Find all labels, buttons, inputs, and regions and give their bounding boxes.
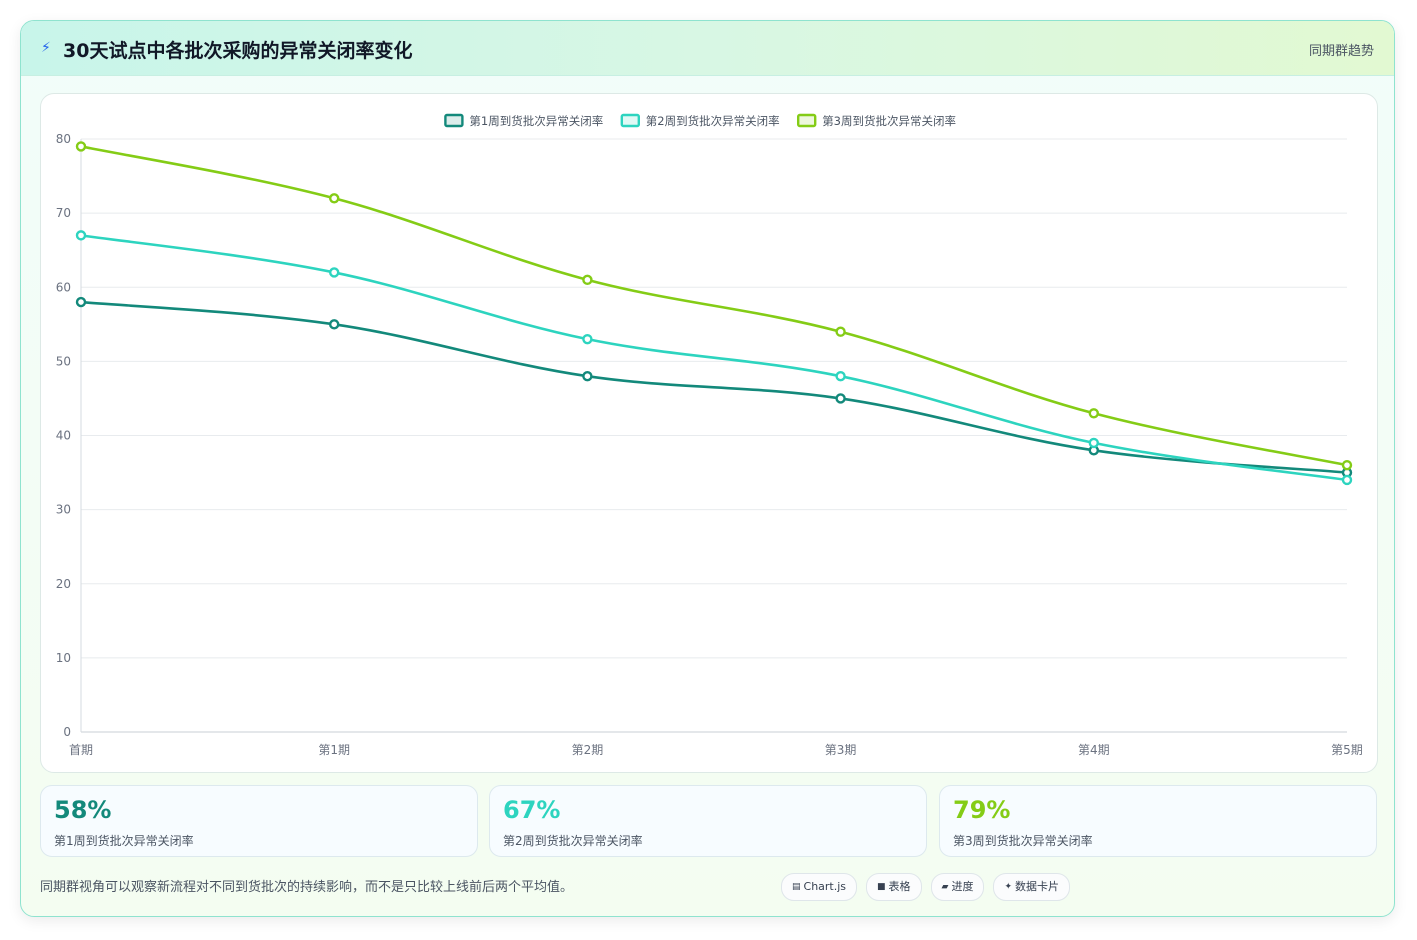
y-tick-label: 0 xyxy=(63,725,71,739)
series-line-1 xyxy=(79,300,1349,474)
data-point xyxy=(835,393,846,404)
data-point xyxy=(835,371,846,382)
y-tick-label: 30 xyxy=(56,503,71,517)
chart-card: ⚡ 30天试点中各批次采购的异常关闭率变化 同期群趋势 0 10 20 30 40 50 6… xyxy=(20,20,1395,917)
stat-value: 58% xyxy=(54,796,112,824)
legend-label: 第1周到货批次异常关闭率 xyxy=(469,114,603,128)
pill-label: Chart.js xyxy=(803,880,847,893)
pill-label: 进度 xyxy=(951,880,974,893)
y-tick-label: 70 xyxy=(56,206,71,220)
x-tick-label: 第1期 xyxy=(318,743,350,757)
chart-title: 30天试点中各批次采购的异常关闭率变化 xyxy=(63,40,413,62)
header-tag: 同期群趋势 xyxy=(1308,44,1374,59)
data-point xyxy=(75,141,87,152)
data-point xyxy=(1341,474,1353,486)
x-tick-label: 首期 xyxy=(69,743,93,757)
x-tick-label: 第4期 xyxy=(1078,743,1110,757)
legend-swatch xyxy=(444,113,464,128)
x-tick-label: 第2期 xyxy=(572,743,604,757)
y-tick-label: 10 xyxy=(56,651,71,665)
data-point xyxy=(582,333,593,345)
series-line-2 xyxy=(79,234,1349,482)
stat-card-week2: 67% 第2周到货批次异常关闭率 xyxy=(489,785,927,857)
chart-panel: 0 10 20 30 40 50 60 70 80 首期 第1期 第2期 第3期 第4期 第5期 第1周到货… xyxy=(40,93,1378,773)
data-point xyxy=(1088,408,1100,419)
y-tick-label: 60 xyxy=(56,280,71,294)
bolt-icon: ⚡ xyxy=(41,40,51,56)
legend-swatch xyxy=(620,113,640,128)
stat-label: 第3周到货批次异常关闭率 xyxy=(953,834,1093,848)
pill-label: 表格 xyxy=(888,880,911,893)
data-point xyxy=(1088,437,1100,449)
legend-swatch xyxy=(797,113,817,128)
series-line-3 xyxy=(79,145,1349,467)
line-chart: 0 10 20 30 40 50 60 70 80 首期 第1期 第2期 第3期 第4期 第5期 第1周到货… xyxy=(56,113,1363,757)
card-header: ⚡ 30天试点中各批次采购的异常关闭率变化 同期群趋势 xyxy=(21,21,1394,76)
pill-chartjs[interactable]: ▤ Chart.js xyxy=(781,873,858,901)
footer-note: 同期群视角可以观察新流程对不同到货批次的持续影响，而不是只比较上线前后两个平均值… xyxy=(40,880,574,895)
stat-label: 第2周到货批次异常关闭率 xyxy=(503,834,643,848)
pill-table[interactable]: ■ 表格 xyxy=(866,873,922,901)
data-point xyxy=(1341,459,1353,471)
data-point xyxy=(582,274,593,286)
stat-card-week3: 79% 第3周到货批次异常关闭率 xyxy=(939,785,1377,857)
tool-pills: ▤ Chart.js ■ 表格 ▰ 进度 ✦ 数据卡片 xyxy=(781,873,1071,901)
x-tick-label: 第3期 xyxy=(825,743,857,757)
data-point xyxy=(75,230,87,241)
data-point xyxy=(329,319,340,330)
pill-label: 数据卡片 xyxy=(1015,880,1060,893)
y-tick-label: 40 xyxy=(56,429,71,443)
table-icon: ■ xyxy=(877,882,886,892)
data-point xyxy=(329,193,340,204)
y-tick-label: 20 xyxy=(56,577,71,591)
y-tick-label: 80 xyxy=(56,132,71,146)
stat-label: 第1周到货批次异常关闭率 xyxy=(54,834,194,848)
data-point xyxy=(835,326,846,337)
legend-label: 第2周到货批次异常关闭率 xyxy=(646,114,780,128)
legend-label: 第3周到货批次异常关闭率 xyxy=(822,114,956,128)
data-point xyxy=(582,371,593,382)
pill-data-card[interactable]: ✦ 数据卡片 xyxy=(993,873,1071,901)
stat-value: 79% xyxy=(953,796,1011,824)
sparkle-icon: ✦ xyxy=(1004,882,1013,892)
progress-icon: ▰ xyxy=(941,882,949,892)
data-point xyxy=(329,267,340,278)
x-tick-label: 第5期 xyxy=(1331,743,1363,757)
stat-card-week1: 58% 第1周到货批次异常关闭率 xyxy=(40,785,478,857)
pill-progress[interactable]: ▰ 进度 xyxy=(930,873,985,901)
chart-icon: ▤ xyxy=(792,882,801,892)
data-point xyxy=(75,296,87,308)
stat-value: 67% xyxy=(503,796,561,824)
y-tick-label: 50 xyxy=(56,354,71,368)
